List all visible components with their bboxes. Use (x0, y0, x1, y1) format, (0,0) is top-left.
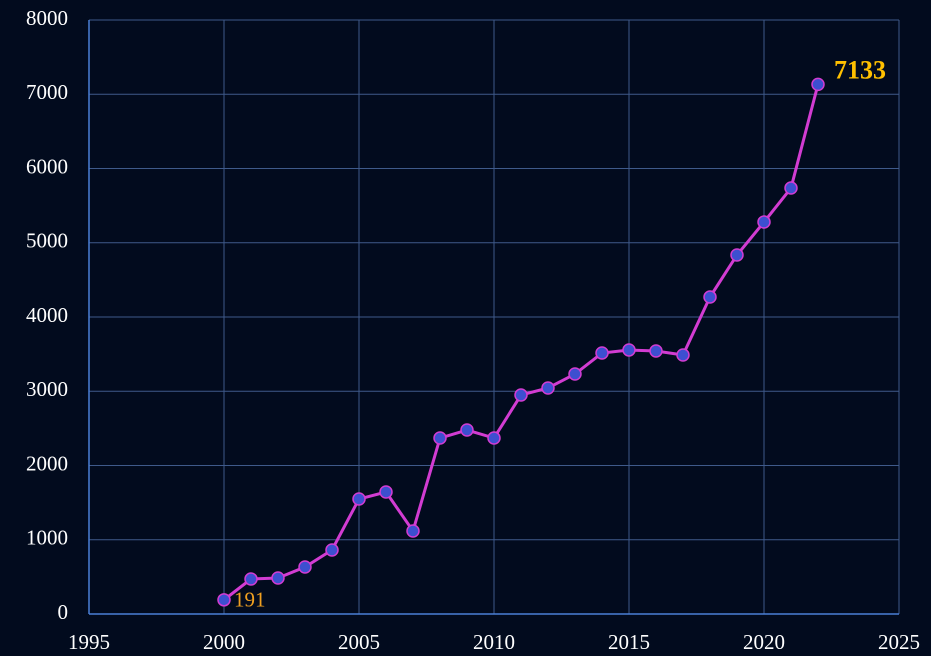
y-tick-label: 4000 (26, 303, 68, 327)
point-marker (676, 348, 690, 362)
point-marker (244, 572, 258, 586)
data-label: 191 (234, 588, 266, 612)
point-marker (460, 423, 474, 437)
point-marker (757, 215, 771, 229)
x-tick-label: 2020 (743, 630, 785, 654)
point-marker (271, 571, 285, 585)
y-tick-label: 2000 (26, 451, 68, 475)
x-tick-label: 2000 (203, 630, 245, 654)
point-marker (595, 346, 609, 360)
y-tick-label: 1000 (26, 526, 68, 550)
y-tick-label: 3000 (26, 377, 68, 401)
data-label: 7133 (834, 55, 886, 84)
y-tick-label: 0 (58, 600, 69, 624)
point-marker (730, 248, 744, 262)
point-marker (352, 492, 366, 506)
x-tick-label: 2025 (878, 630, 920, 654)
point-marker (379, 485, 393, 499)
point-marker (514, 388, 528, 402)
point-marker (487, 431, 501, 445)
point-marker (811, 77, 825, 92)
x-tick-label: 2015 (608, 630, 650, 654)
point-marker (298, 560, 312, 574)
point-marker (541, 381, 555, 395)
y-tick-label: 6000 (26, 154, 68, 178)
x-tick-label: 1995 (68, 630, 110, 654)
point-marker (406, 524, 420, 538)
y-tick-label: 7000 (26, 80, 68, 104)
y-tick-label: 5000 (26, 229, 68, 253)
point-marker (703, 290, 717, 304)
x-tick-label: 2010 (473, 630, 515, 654)
point-marker (649, 344, 663, 358)
y-tick-label: 8000 (26, 6, 68, 30)
point-marker (325, 543, 339, 557)
point-marker (217, 593, 231, 607)
point-marker (622, 343, 636, 357)
x-tick-label: 2005 (338, 630, 380, 654)
point-marker (433, 431, 447, 445)
point-marker (568, 367, 582, 381)
point-marker (784, 181, 798, 195)
